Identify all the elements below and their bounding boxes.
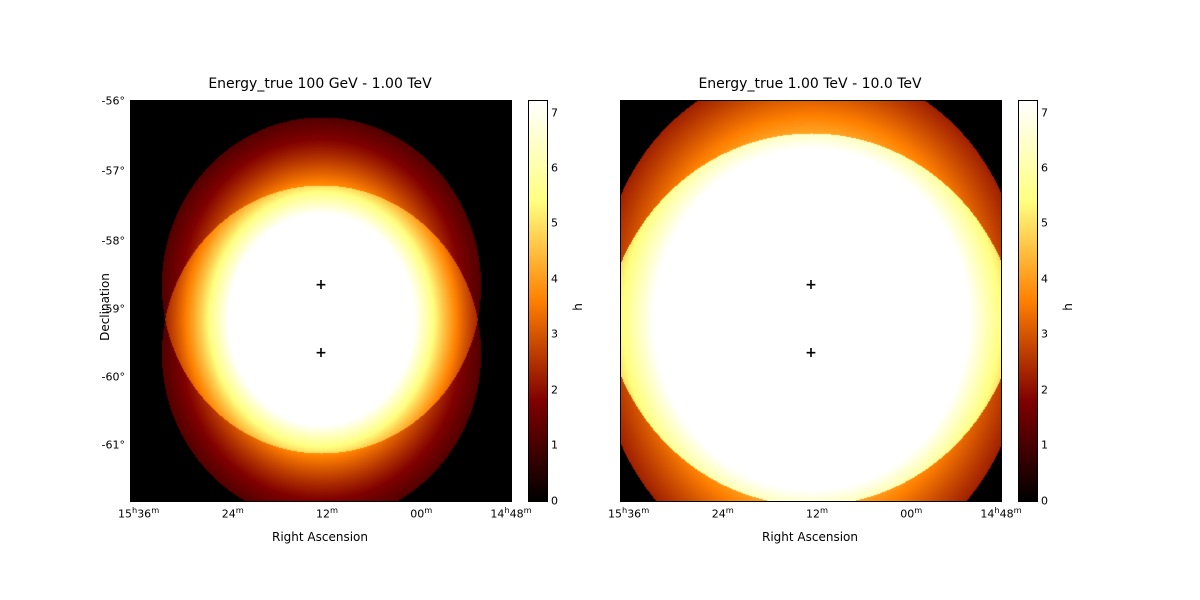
panel-0-xtick-4: 14h48m	[471, 501, 551, 521]
panel-0-cbtick-5: 2	[547, 383, 558, 396]
panel-0-ytick-1: -57°	[75, 165, 131, 178]
panel-0-xtick-2: 12m	[287, 501, 367, 521]
panel-0-cbtick-1: 6	[547, 161, 558, 174]
panel-1-cbtick-4: 3	[1037, 328, 1048, 341]
panel-0-cbtick-3: 4	[547, 272, 558, 285]
panel-1-cbtick-0: 7	[1037, 107, 1048, 120]
panel-0-title: Energy_true 100 GeV - 1.00 TeV	[130, 76, 510, 92]
panel-0-cbtick-7: 0	[547, 495, 558, 508]
panel-1-xlabel: Right Ascension	[620, 530, 1000, 544]
panel-0-cbtick-0: 7	[547, 107, 558, 120]
panel-0-cbtick-2: 5	[547, 217, 558, 230]
panel-0-ytick-5: -61°	[75, 439, 131, 452]
panel-0-ytick-2: -58°	[75, 235, 131, 248]
panel-1-cbtick-6: 1	[1037, 439, 1048, 452]
panel-1-plot: ++15h36m24m12m00m14h48m	[620, 100, 1002, 502]
panel-1-colorbar: 76543210	[1018, 100, 1038, 502]
panel-0-ytick-4: -60°	[75, 371, 131, 384]
panel-0-plot: ++-56°-57°-58°-59°-60°-61°15h36m24m12m00…	[130, 100, 512, 502]
panel-0-xtick-3: 00m	[381, 501, 461, 521]
panel-0-skymap	[131, 101, 511, 501]
panel-1-cbtick-1: 6	[1037, 161, 1048, 174]
panel-0-ytick-0: -56°	[75, 95, 131, 108]
panel-0-xtick-0: 15h36m	[99, 501, 179, 521]
panel-1-xtick-3: 00m	[871, 501, 951, 521]
panel-1-xtick-2: 12m	[777, 501, 857, 521]
figure: ++-56°-57°-58°-59°-60°-61°15h36m24m12m00…	[0, 0, 1200, 600]
panel-1-xtick-4: 14h48m	[961, 501, 1041, 521]
panel-1-cbtick-3: 4	[1037, 272, 1048, 285]
panel-1-cbtick-5: 2	[1037, 383, 1048, 396]
panel-0-cbtick-6: 1	[547, 439, 558, 452]
panel-0-cblabel: h	[571, 303, 585, 311]
panel-1-skymap	[621, 101, 1001, 501]
panel-1-cbtick-2: 5	[1037, 217, 1048, 230]
panel-1-xtick-0: 15h36m	[589, 501, 669, 521]
panel-0-xlabel: Right Ascension	[130, 530, 510, 544]
panel-1-title: Energy_true 1.00 TeV - 10.0 TeV	[620, 76, 1000, 92]
panel-1-xtick-1: 24m	[683, 501, 763, 521]
panel-0-xtick-1: 24m	[193, 501, 273, 521]
panel-0-cbtick-4: 3	[547, 328, 558, 341]
panel-0-ylabel: Declination	[98, 257, 112, 357]
panel-1-cblabel: h	[1061, 303, 1075, 311]
panel-1-cbtick-7: 0	[1037, 495, 1048, 508]
panel-0-colorbar: 76543210	[528, 100, 548, 502]
